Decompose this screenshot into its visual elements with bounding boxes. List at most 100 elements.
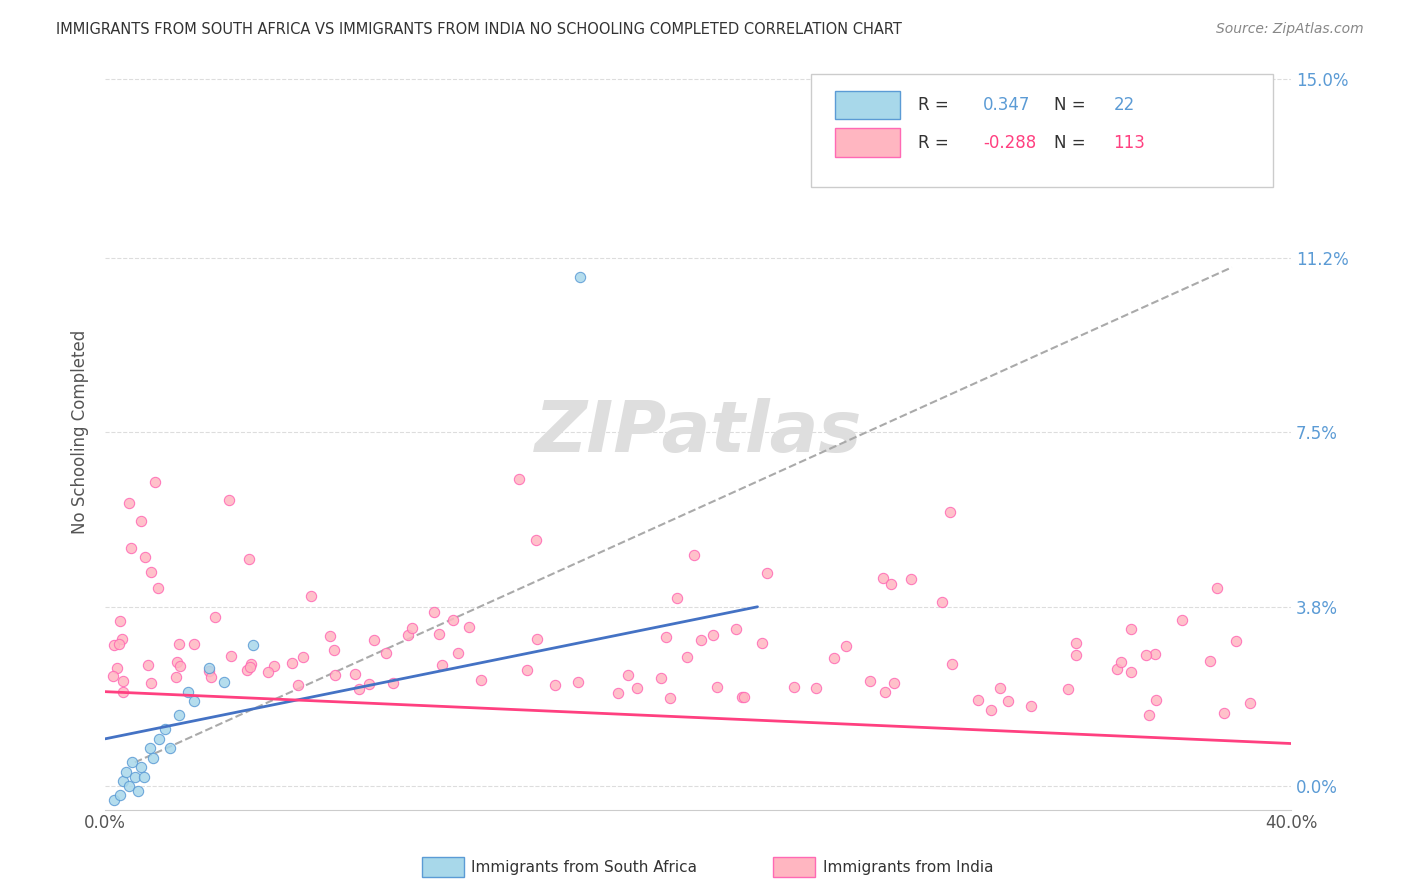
Point — [783, 680, 806, 694]
Point — [357, 677, 380, 691]
Point — [343, 667, 366, 681]
Point — [835, 640, 858, 654]
Point — [702, 628, 724, 642]
Point — [129, 514, 152, 528]
Bar — [835, 128, 900, 157]
Point — [690, 633, 713, 648]
Point — [568, 269, 591, 284]
Point — [323, 643, 346, 657]
Point — [1135, 648, 1157, 662]
Point — [665, 591, 688, 606]
Point — [1213, 706, 1236, 720]
Point — [516, 663, 538, 677]
Point — [169, 637, 191, 651]
Point — [263, 659, 285, 673]
Point — [432, 658, 454, 673]
Point — [873, 684, 896, 698]
Point — [143, 475, 166, 489]
Point — [325, 668, 347, 682]
Point — [108, 789, 131, 803]
Text: R =: R = — [918, 134, 949, 152]
Point — [200, 670, 222, 684]
Point — [997, 694, 1019, 708]
Point — [381, 676, 404, 690]
Point — [183, 637, 205, 651]
Point — [458, 620, 481, 634]
Point — [103, 638, 125, 652]
Point — [166, 656, 188, 670]
Point — [169, 708, 191, 723]
Point — [111, 774, 134, 789]
Point — [1199, 654, 1222, 668]
Point — [1144, 647, 1167, 661]
Point — [218, 493, 240, 508]
Text: 22: 22 — [1114, 96, 1135, 114]
Point — [544, 678, 567, 692]
Point — [212, 675, 235, 690]
Point — [363, 633, 385, 648]
Y-axis label: No Schooling Completed: No Schooling Completed — [72, 330, 89, 534]
Point — [941, 657, 963, 672]
Point — [236, 663, 259, 677]
Text: 0.347: 0.347 — [983, 96, 1031, 114]
Point — [470, 673, 492, 687]
Point — [257, 665, 280, 679]
Point — [287, 678, 309, 692]
Point — [1019, 698, 1042, 713]
Text: N =: N = — [1054, 96, 1085, 114]
Point — [319, 629, 342, 643]
Point — [1064, 648, 1087, 662]
Point — [731, 690, 754, 704]
Point — [724, 622, 747, 636]
Point — [1206, 581, 1229, 595]
Point — [139, 676, 162, 690]
Bar — [835, 91, 900, 120]
Point — [427, 627, 450, 641]
Point — [1225, 633, 1247, 648]
Point — [423, 605, 446, 619]
Point — [183, 694, 205, 708]
Point — [655, 630, 678, 644]
Point — [526, 632, 548, 647]
Point — [804, 681, 827, 695]
Point — [177, 684, 200, 698]
Text: -0.288: -0.288 — [983, 134, 1036, 152]
Point — [240, 657, 263, 671]
Point — [136, 657, 159, 672]
Point — [108, 637, 131, 651]
Point — [524, 533, 547, 547]
Point — [567, 674, 589, 689]
Point — [751, 636, 773, 650]
Point — [132, 770, 155, 784]
Point — [396, 628, 419, 642]
Text: Source: ZipAtlas.com: Source: ZipAtlas.com — [1216, 22, 1364, 37]
Point — [1239, 696, 1261, 710]
Point — [242, 638, 264, 652]
Point — [204, 610, 226, 624]
Point — [219, 648, 242, 663]
Point — [1144, 693, 1167, 707]
Point — [659, 690, 682, 705]
Point — [617, 668, 640, 682]
Point — [401, 621, 423, 635]
Point — [1056, 682, 1078, 697]
Point — [239, 659, 262, 673]
Point — [508, 473, 530, 487]
Point — [146, 581, 169, 595]
Point — [1119, 622, 1142, 636]
Point — [292, 650, 315, 665]
Point — [238, 551, 260, 566]
Point — [120, 541, 142, 555]
Point — [198, 665, 221, 679]
Point — [138, 741, 160, 756]
Point — [883, 676, 905, 690]
Point — [103, 793, 125, 807]
Text: Immigrants from South Africa: Immigrants from South Africa — [471, 860, 697, 874]
Point — [823, 651, 845, 665]
Point — [129, 760, 152, 774]
Point — [148, 731, 170, 746]
Point — [101, 669, 124, 683]
Point — [169, 659, 191, 673]
Point — [111, 684, 134, 698]
Text: Immigrants from India: Immigrants from India — [823, 860, 993, 874]
